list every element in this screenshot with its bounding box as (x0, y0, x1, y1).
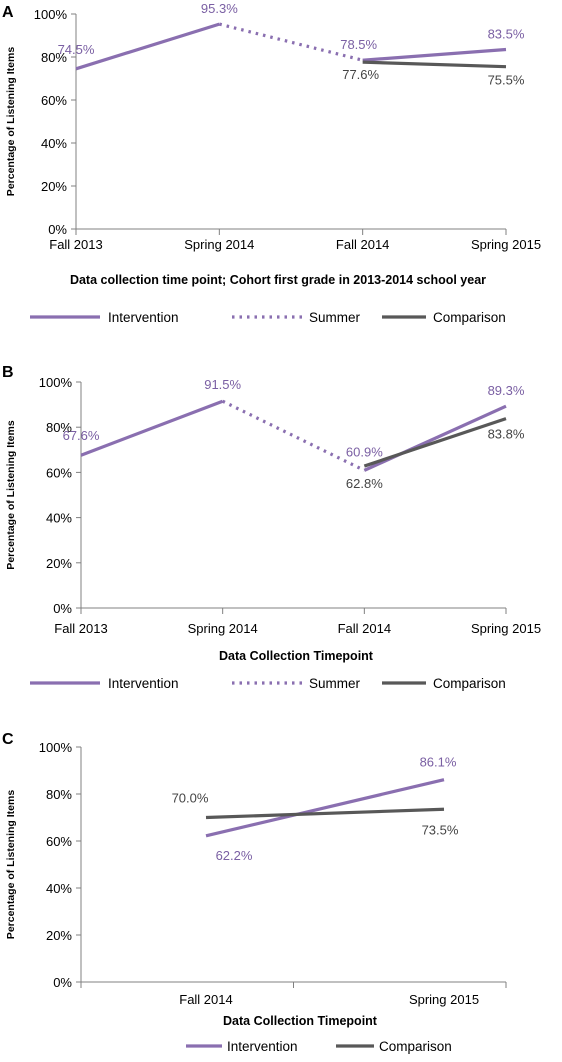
series-line-summer (221, 399, 366, 472)
series-line-comparison (362, 60, 507, 69)
x-tick-label: Fall 2013 (49, 237, 102, 252)
panel-letter: B (2, 364, 14, 381)
y-tick-label: 80% (46, 420, 72, 435)
data-label-intervention: 78.5% (340, 37, 377, 52)
y-tick-label: 0% (53, 601, 72, 616)
series-line-intervention (80, 399, 224, 457)
data-label-comparison: 70.0% (172, 791, 209, 806)
x-axis-label: Data Collection Timepoint (219, 649, 374, 663)
legend-label-comparison: Comparison (433, 310, 506, 325)
data-label-intervention: 86.1% (420, 755, 457, 770)
y-axis-label: Percentage of Listening Items (5, 47, 17, 197)
x-tick-label: Spring 2015 (409, 992, 479, 1007)
x-tick-label: Spring 2014 (184, 237, 254, 252)
series-line-intervention (75, 22, 220, 71)
series-line-summer (218, 22, 364, 62)
chart-panel-c: C 0% 20% 40% 60% 80% 100% Fall 2014 Spring 2015 P… (2, 731, 507, 1054)
y-tick-label: 80% (46, 787, 72, 802)
data-label-intervention: 67.6% (63, 428, 100, 443)
legend-label-comparison: Comparison (379, 1039, 452, 1054)
y-tick-label: 20% (41, 179, 67, 194)
x-tick-label: Spring 2015 (471, 237, 541, 252)
y-tick-label: 60% (41, 93, 67, 108)
chart-panel-a: A 0% 20% 40% 60% 80% 100% Fall 2013 Spring 2014 F… (2, 1, 541, 325)
data-label-comparison: 83.8% (488, 427, 525, 442)
series-line-comparison (363, 417, 507, 468)
legend-label-summer: Summer (309, 676, 361, 691)
y-tick-label: 100% (39, 375, 73, 390)
y-axis-label: Percentage of Listening Items (5, 420, 17, 570)
x-tick-label: Spring 2014 (188, 621, 258, 636)
x-axis-label: Data collection time point; Cohort first… (70, 273, 486, 287)
x-tick-label: Fall 2014 (336, 237, 389, 252)
y-tick-label: 20% (46, 928, 72, 943)
series-line-intervention (362, 47, 507, 62)
y-tick-label: 100% (34, 7, 68, 22)
data-label-intervention: 91.5% (204, 377, 241, 392)
x-tick-label: Spring 2015 (471, 621, 541, 636)
y-tick-label: 0% (53, 975, 72, 990)
legend-label-intervention: Intervention (108, 310, 179, 325)
legend-label-summer: Summer (309, 310, 361, 325)
y-tick-label: 60% (46, 465, 72, 480)
data-label-comparison: 73.5% (422, 822, 459, 837)
data-label-intervention: 62.2% (216, 848, 253, 863)
series-line-intervention (205, 778, 445, 838)
y-tick-label: 60% (46, 834, 72, 849)
y-tick-label: 0% (48, 222, 67, 237)
data-label-intervention: 89.3% (488, 383, 525, 398)
series-line-intervention (363, 404, 507, 472)
y-tick-label: 40% (46, 881, 72, 896)
data-label-comparison: 75.5% (488, 73, 525, 88)
chart-panel-b: B 0% 20% 40% 60% 80% 100% Fall 2013 Spring 2014 F… (2, 364, 541, 691)
x-tick-label: Fall 2014 (338, 621, 391, 636)
series-line-comparison (205, 807, 445, 820)
legend-label-intervention: Intervention (108, 676, 179, 691)
panel-letter: A (2, 4, 14, 21)
data-label-intervention: 95.3% (201, 1, 238, 16)
y-axis-label: Percentage of Listening Items (5, 790, 17, 940)
data-label-comparison: 77.6% (342, 67, 379, 82)
x-tick-label: Fall 2014 (179, 992, 232, 1007)
x-axis-label: Data Collection Timepoint (223, 1014, 378, 1028)
y-tick-label: 40% (46, 511, 72, 526)
y-tick-label: 100% (39, 740, 73, 755)
data-label-comparison: 62.8% (346, 476, 383, 491)
y-tick-label: 20% (46, 556, 72, 571)
data-label-intervention: 60.9% (346, 444, 383, 459)
data-label-intervention: 74.5% (58, 42, 95, 57)
x-tick-label: Fall 2013 (54, 621, 107, 636)
y-tick-label: 40% (41, 136, 67, 151)
y-tick-label: 80% (41, 50, 67, 65)
legend-label-comparison: Comparison (433, 676, 506, 691)
panel-letter: C (2, 731, 14, 748)
data-label-intervention: 83.5% (488, 26, 525, 41)
legend-label-intervention: Intervention (227, 1039, 298, 1054)
